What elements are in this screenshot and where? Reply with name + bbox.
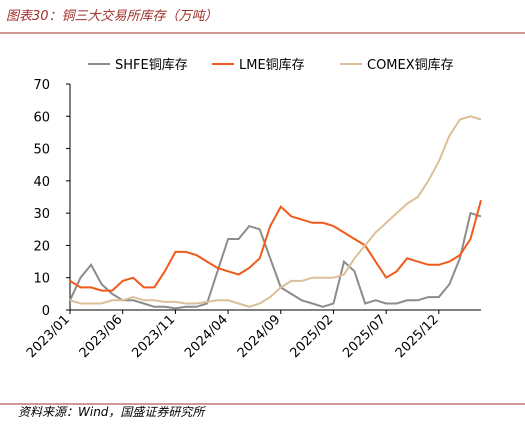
x-tick-label: 2024/04: [182, 312, 231, 361]
x-tick-label: 2025/07: [340, 312, 389, 361]
legend-label: SHFE铜库存: [115, 57, 188, 73]
x-tick-label: 2025/12: [393, 312, 442, 361]
x-tick-label: 2024/09: [235, 312, 284, 361]
y-tick-label: 70: [33, 78, 50, 93]
legend-label: COMEX铜库存: [367, 57, 454, 73]
y-tick-label: 10: [33, 272, 50, 287]
y-tick-label: 50: [33, 143, 50, 158]
y-tick-label: 30: [33, 207, 50, 222]
series-line: [69, 115, 482, 308]
y-tick-label: 20: [33, 239, 50, 254]
x-tick-label: 2025/02: [287, 312, 336, 361]
series-line: [69, 199, 482, 292]
x-tick-label: 2023/11: [129, 312, 178, 361]
x-tick-label: 2023/06: [77, 312, 126, 361]
y-tick-label: 40: [33, 175, 50, 190]
y-tick-label: 60: [33, 110, 50, 125]
source: 资料来源：Wind，国盛证券研究所: [18, 405, 206, 419]
x-tick-label: 2023/01: [24, 312, 73, 361]
chart-title: 图表30：铜三大交易所库存（万吨）: [6, 8, 218, 24]
series-line: [69, 211, 482, 310]
y-tick-label: 0: [42, 304, 50, 319]
legend-label: LME铜库存: [239, 57, 305, 73]
